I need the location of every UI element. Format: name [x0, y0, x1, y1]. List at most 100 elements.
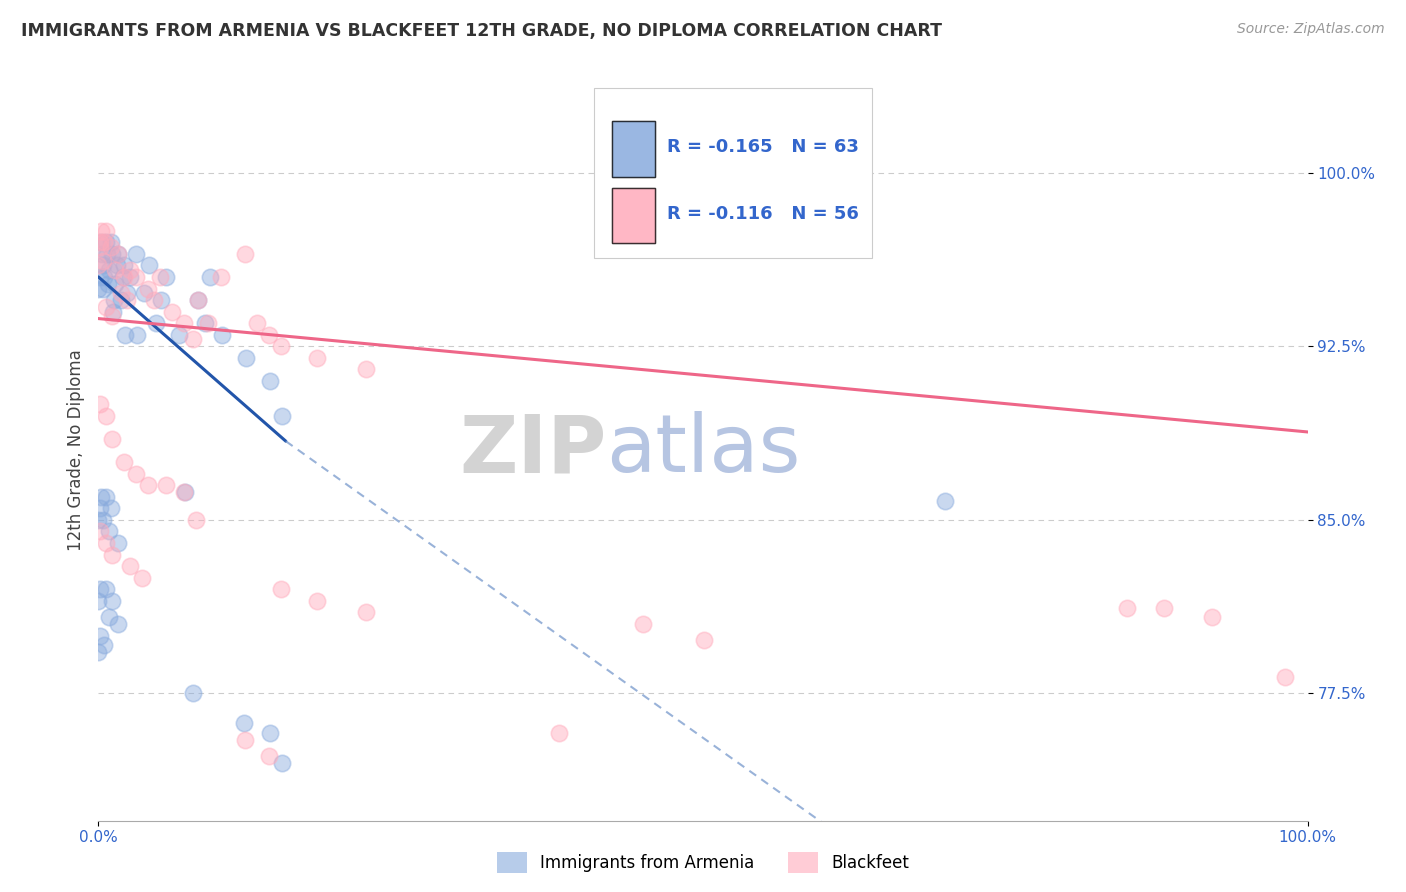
- Point: [270, 339, 292, 353]
- Point: [111, 269, 134, 284]
- Text: R = -0.116   N = 56: R = -0.116 N = 56: [666, 204, 859, 222]
- Point: [235, 351, 257, 365]
- Point: [117, 293, 139, 307]
- Point: [94, 224, 117, 238]
- Point: [100, 432, 122, 446]
- Point: [89, 582, 111, 597]
- Point: [91, 513, 114, 527]
- Point: [1153, 600, 1175, 615]
- Point: [246, 316, 269, 330]
- Point: [91, 259, 114, 273]
- Point: [1116, 600, 1139, 615]
- Y-axis label: 12th Grade, No Diploma: 12th Grade, No Diploma: [66, 350, 84, 551]
- Point: [155, 478, 177, 492]
- Point: [98, 610, 121, 624]
- Point: [259, 374, 281, 388]
- Point: [87, 281, 110, 295]
- Point: [138, 259, 160, 273]
- Point: [631, 617, 654, 632]
- Point: [90, 490, 112, 504]
- Point: [125, 247, 148, 261]
- Text: ZIP: ZIP: [458, 411, 606, 490]
- Point: [118, 559, 141, 574]
- Point: [187, 293, 209, 307]
- Point: [112, 259, 135, 273]
- Point: [100, 310, 122, 324]
- Point: [97, 277, 120, 291]
- Point: [131, 571, 153, 585]
- Point: [104, 277, 127, 291]
- Point: [197, 316, 219, 330]
- Point: [98, 524, 121, 539]
- Point: [233, 247, 256, 261]
- Point: [100, 501, 122, 516]
- Point: [90, 235, 112, 250]
- Point: [94, 300, 117, 314]
- Text: Source: ZipAtlas.com: Source: ZipAtlas.com: [1237, 22, 1385, 37]
- Point: [173, 485, 195, 500]
- Point: [173, 316, 195, 330]
- Point: [96, 247, 118, 261]
- Point: [114, 327, 136, 342]
- Point: [257, 327, 280, 342]
- Point: [94, 409, 117, 423]
- FancyBboxPatch shape: [613, 121, 655, 177]
- Point: [160, 304, 183, 318]
- Point: [136, 281, 159, 295]
- Point: [89, 235, 111, 250]
- Point: [93, 269, 115, 284]
- Point: [94, 490, 117, 504]
- Point: [87, 645, 110, 659]
- Point: [169, 327, 191, 342]
- FancyBboxPatch shape: [613, 187, 655, 244]
- Point: [693, 633, 716, 648]
- Point: [150, 293, 173, 307]
- Point: [233, 732, 256, 747]
- Point: [100, 548, 122, 562]
- Point: [91, 247, 114, 261]
- Point: [232, 716, 254, 731]
- Point: [93, 638, 115, 652]
- Point: [107, 247, 129, 261]
- Point: [136, 478, 159, 492]
- Point: [307, 594, 329, 608]
- Point: [187, 293, 209, 307]
- Point: [100, 240, 122, 254]
- Point: [104, 263, 127, 277]
- Point: [934, 494, 956, 508]
- Point: [107, 247, 129, 261]
- Point: [110, 293, 132, 307]
- Point: [101, 304, 124, 318]
- Point: [149, 269, 172, 284]
- Point: [89, 524, 111, 539]
- Point: [110, 286, 132, 301]
- Point: [257, 748, 280, 763]
- Point: [1201, 610, 1223, 624]
- Point: [98, 263, 121, 277]
- Point: [271, 409, 294, 423]
- Point: [155, 269, 177, 284]
- Point: [127, 327, 149, 342]
- Point: [1274, 670, 1296, 684]
- Point: [118, 263, 141, 277]
- Text: R = -0.165   N = 63: R = -0.165 N = 63: [666, 138, 859, 156]
- Point: [100, 247, 122, 261]
- Point: [103, 293, 125, 307]
- Point: [94, 235, 117, 250]
- Point: [105, 259, 128, 273]
- Point: [198, 269, 221, 284]
- Point: [270, 582, 292, 597]
- Point: [107, 617, 129, 632]
- Point: [186, 513, 208, 527]
- Point: [259, 725, 281, 739]
- Point: [181, 686, 204, 700]
- Point: [211, 327, 233, 342]
- Point: [118, 269, 141, 284]
- Point: [91, 281, 114, 295]
- Point: [548, 725, 571, 739]
- Point: [87, 513, 110, 527]
- Point: [89, 629, 111, 643]
- Point: [125, 467, 148, 481]
- Point: [181, 332, 204, 346]
- Point: [354, 606, 377, 620]
